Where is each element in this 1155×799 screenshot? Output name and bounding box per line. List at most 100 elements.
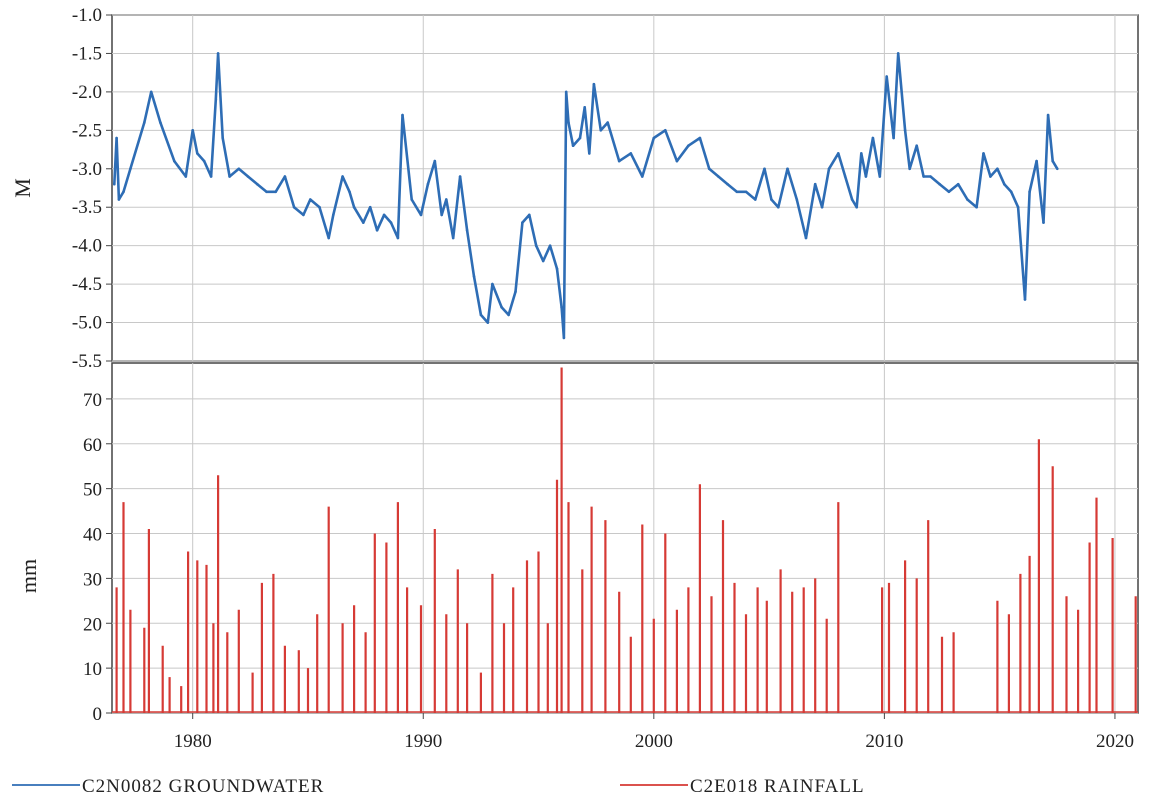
groundwater-point-40 — [410, 198, 414, 201]
groundwater-point-66 — [571, 144, 575, 147]
groundwater-point-88 — [770, 198, 773, 201]
groundwater-point-107 — [903, 129, 907, 132]
groundwater-series — [113, 52, 1059, 340]
groundwater-point-57 — [528, 213, 531, 217]
groundwater-point-21 — [265, 190, 268, 194]
rainfall-y-axis-label: mm — [16, 559, 41, 593]
groundwater-point-95 — [827, 167, 831, 171]
groundwater-point-53 — [500, 305, 503, 309]
groundwater-ytick-label-1: -1.5 — [72, 43, 102, 64]
groundwater-point-114 — [956, 182, 960, 186]
groundwater-point-18 — [237, 167, 241, 171]
groundwater-point-17 — [228, 175, 231, 178]
groundwater-point-19 — [246, 175, 250, 178]
rainfall-y-ticks: 0 10 20 30 40 50 60 70 — [83, 390, 112, 725]
groundwater-point-31 — [348, 190, 351, 194]
groundwater-point-0 — [113, 182, 116, 186]
groundwater-point-34 — [368, 205, 372, 209]
rainfall-ytick-label-2: 20 — [83, 614, 102, 635]
groundwater-line — [113, 52, 1059, 340]
groundwater-point-4 — [129, 167, 132, 171]
groundwater-ytick-label-3: -2.5 — [72, 120, 102, 141]
groundwater-point-32 — [352, 205, 356, 209]
groundwater-point-85 — [744, 190, 748, 194]
groundwater-point-82 — [717, 175, 720, 178]
groundwater-point-83 — [726, 182, 729, 186]
rainfall-ytick-label-3: 30 — [83, 569, 102, 590]
groundwater-point-47 — [458, 175, 462, 178]
groundwater-point-26 — [309, 198, 312, 201]
groundwater-point-68 — [583, 106, 586, 109]
groundwater-point-60 — [548, 244, 552, 247]
groundwater-plot-area — [111, 14, 1139, 362]
groundwater-point-54 — [507, 313, 510, 317]
groundwater-point-98 — [850, 198, 854, 201]
groundwater-point-50 — [479, 313, 483, 317]
groundwater-point-67 — [578, 136, 582, 140]
groundwater-point-115 — [966, 198, 969, 201]
groundwater-point-8 — [173, 159, 176, 163]
groundwater-point-93 — [813, 182, 817, 186]
groundwater-ytick-label-8: -5.0 — [72, 313, 102, 334]
rainfall-ytick-label-5: 50 — [83, 480, 102, 501]
groundwater-point-11 — [196, 152, 199, 155]
groundwater-point-117 — [982, 152, 985, 155]
groundwater-ytick-label-6: -4.0 — [72, 236, 102, 257]
groundwater-gridlines — [112, 14, 1138, 362]
groundwater-point-49 — [472, 275, 476, 278]
groundwater-ytick-label-9: -5.5 — [72, 351, 102, 372]
rainfall-series — [112, 367, 1138, 713]
groundwater-point-125 — [1035, 159, 1038, 163]
groundwater-y-ticks: -1.0 -1.5 -2.0 -2.5 -3.0 -3.5 -4.0 -4.5 -5.0 -5.5 — [72, 5, 112, 372]
groundwater-point-51 — [486, 321, 490, 324]
groundwater-point-36 — [382, 213, 386, 217]
groundwater-point-23 — [283, 175, 287, 178]
groundwater-point-25 — [302, 213, 305, 217]
groundwater-point-118 — [989, 175, 992, 178]
groundwater-point-106 — [896, 52, 900, 55]
groundwater-point-1 — [115, 136, 118, 140]
groundwater-point-75 — [641, 175, 644, 178]
groundwater-point-52 — [491, 282, 494, 286]
groundwater-point-87 — [763, 167, 766, 171]
groundwater-point-91 — [795, 198, 799, 201]
groundwater-point-44 — [440, 213, 444, 217]
rainfall-xtick-label-1: 1990 — [404, 731, 442, 752]
legend-label-groundwater: C2N0082 GROUNDWATER — [82, 776, 324, 797]
rainfall-ytick-label-7: 70 — [83, 390, 102, 411]
groundwater-point-10 — [191, 129, 194, 132]
rainfall-x-ticks: 1980 1990 2000 2010 2020 — [174, 713, 1134, 752]
groundwater-point-110 — [922, 175, 925, 178]
groundwater-point-46 — [451, 236, 455, 240]
groundwater-point-101 — [864, 175, 868, 178]
groundwater-point-108 — [908, 167, 911, 171]
groundwater-point-27 — [318, 205, 321, 209]
groundwater-point-100 — [860, 152, 863, 155]
groundwater-ytick-label-7: -4.5 — [72, 274, 102, 295]
rainfall-xtick-label-3: 2010 — [865, 731, 903, 752]
groundwater-point-89 — [777, 205, 780, 209]
groundwater-point-42 — [426, 182, 430, 186]
groundwater-point-65 — [567, 121, 570, 124]
rainfall-ytick-label-6: 60 — [83, 435, 102, 456]
groundwater-point-77 — [664, 129, 667, 132]
groundwater-point-29 — [332, 213, 335, 217]
groundwater-point-72 — [606, 121, 609, 124]
groundwater-point-37 — [389, 221, 393, 224]
groundwater-point-59 — [541, 259, 545, 263]
groundwater-point-16 — [221, 136, 224, 140]
groundwater-point-33 — [362, 221, 365, 224]
groundwater-point-70 — [592, 82, 596, 86]
groundwater-point-99 — [855, 205, 858, 209]
groundwater-point-120 — [1003, 182, 1006, 186]
groundwater-point-127 — [1046, 113, 1050, 117]
groundwater-point-104 — [885, 75, 888, 78]
groundwater-point-122 — [1016, 205, 1020, 209]
groundwater-point-103 — [878, 175, 882, 178]
groundwater-point-123 — [1023, 298, 1027, 301]
groundwater-point-128 — [1051, 159, 1054, 163]
groundwater-point-24 — [292, 205, 296, 209]
groundwater-point-121 — [1009, 190, 1013, 194]
groundwater-point-9 — [184, 175, 188, 178]
